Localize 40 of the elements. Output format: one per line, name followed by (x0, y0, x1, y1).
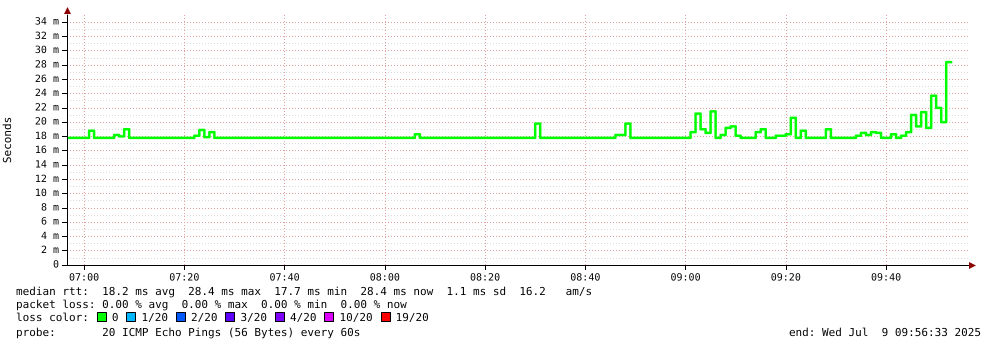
y-tick-label: 4 m (40, 230, 59, 242)
y-axis-title: Seconds (1, 116, 14, 164)
x-tick-label: 08:20 (470, 272, 500, 284)
y-tick-label: 18 m (34, 130, 59, 142)
x-tick-label: 07:20 (169, 272, 200, 284)
text: 0 (112, 311, 118, 324)
y-tick-label: 2 m (40, 245, 59, 256)
text: 2/20 (190, 311, 218, 324)
y-tick-label: 20 m (34, 116, 59, 128)
text: 1/20 (141, 311, 168, 324)
x-tick-label: 07:40 (270, 272, 300, 284)
text: probe: 20 ICMP Echo Pings (56 Bytes) every 60s (16, 326, 360, 339)
y-tick-label: 22 m (34, 102, 59, 114)
text: end: Wed Jul 9 09:56:33 2025 (788, 326, 981, 339)
y-tick-label: 30 m (34, 45, 59, 56)
y-tick-label: 6 m (40, 216, 59, 228)
y-tick-label: 14 m (34, 160, 59, 170)
y-tick-label: 32 m (34, 30, 59, 42)
y-tick-label: 8 m (40, 202, 59, 214)
y-tick-label: 0 (52, 260, 59, 270)
y-tick-label: 34 m (34, 16, 59, 28)
y-tick-label: 16 m (34, 145, 59, 156)
text: 4/20 (290, 311, 316, 324)
text: 19/20 (396, 311, 429, 324)
y-tick-label: 10 m (34, 188, 59, 200)
y-tick-label: 12 m (34, 174, 59, 185)
text: 10/20 (339, 311, 373, 324)
x-tick-label: 09:20 (770, 272, 801, 284)
text: packet loss: 0.00 % avg 0.00 % max 0.00 % min 0.00 % now (16, 298, 407, 311)
y-tick-label: 24 m (34, 88, 59, 100)
x-tick-label: 07:00 (69, 272, 100, 284)
text: 3/20 (240, 311, 267, 324)
text: loss color: (16, 311, 89, 324)
x-tick-label: 09:40 (871, 272, 902, 284)
y-tick-label: 28 m (34, 60, 59, 70)
x-tick-label: 09:00 (670, 272, 701, 284)
x-tick-label: 08:00 (370, 272, 400, 284)
x-tick-label: 08:40 (570, 272, 600, 284)
text: median rtt: 18.2 ms avg 28.4 ms max 17.7 ms min 28.4 ms now 1.1 ms sd 16.2 am/s (16, 285, 592, 298)
y-tick-label: 26 m (34, 74, 59, 85)
